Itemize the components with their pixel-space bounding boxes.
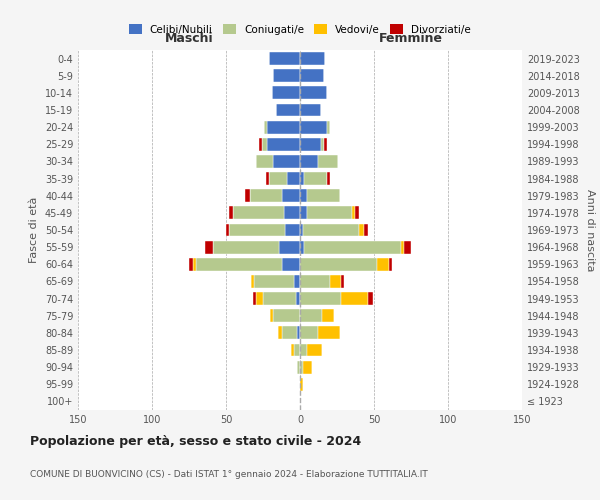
Bar bbox=[300, 206, 307, 220]
Bar bbox=[269, 52, 300, 65]
Bar bbox=[262, 138, 268, 150]
Bar bbox=[318, 326, 340, 340]
Bar bbox=[245, 190, 250, 202]
Bar bbox=[229, 224, 285, 236]
Bar bbox=[282, 326, 297, 340]
Bar bbox=[274, 310, 300, 322]
Bar bbox=[272, 86, 300, 100]
Text: Maschi: Maschi bbox=[164, 32, 214, 45]
Bar bbox=[294, 344, 300, 356]
Bar bbox=[229, 206, 233, 220]
Text: COMUNE DI BUONVICINO (CS) - Dati ISTAT 1° gennaio 2024 - Elaborazione TUTTITALIA: COMUNE DI BUONVICINO (CS) - Dati ISTAT 1… bbox=[30, 470, 428, 479]
Bar bbox=[193, 258, 196, 270]
Bar bbox=[300, 138, 321, 150]
Text: Popolazione per età, sesso e stato civile - 2024: Popolazione per età, sesso e stato civil… bbox=[30, 435, 361, 448]
Bar bbox=[250, 190, 282, 202]
Bar bbox=[296, 292, 300, 305]
Bar bbox=[297, 326, 300, 340]
Bar bbox=[329, 275, 341, 288]
Bar bbox=[364, 224, 368, 236]
Bar bbox=[300, 120, 326, 134]
Bar bbox=[300, 326, 318, 340]
Bar bbox=[300, 378, 303, 390]
Bar bbox=[341, 275, 344, 288]
Bar bbox=[326, 120, 329, 134]
Bar bbox=[300, 224, 303, 236]
Bar bbox=[322, 310, 334, 322]
Bar bbox=[303, 360, 312, 374]
Bar bbox=[297, 360, 300, 374]
Bar bbox=[321, 138, 323, 150]
Bar bbox=[282, 258, 300, 270]
Bar bbox=[300, 104, 321, 117]
Bar bbox=[401, 240, 404, 254]
Bar bbox=[287, 172, 300, 185]
Bar bbox=[269, 172, 287, 185]
Bar bbox=[404, 240, 411, 254]
Bar bbox=[271, 310, 274, 322]
Bar bbox=[196, 258, 282, 270]
Bar bbox=[359, 224, 364, 236]
Bar bbox=[277, 104, 300, 117]
Bar bbox=[300, 172, 304, 185]
Bar bbox=[300, 360, 303, 374]
Bar bbox=[300, 52, 325, 65]
Bar bbox=[285, 224, 300, 236]
Bar bbox=[259, 138, 262, 150]
Bar bbox=[251, 275, 254, 288]
Bar bbox=[300, 258, 377, 270]
Bar bbox=[300, 275, 329, 288]
Bar bbox=[300, 292, 341, 305]
Bar bbox=[304, 172, 326, 185]
Y-axis label: Anni di nascita: Anni di nascita bbox=[585, 188, 595, 271]
Bar bbox=[256, 155, 274, 168]
Bar bbox=[266, 172, 269, 185]
Bar bbox=[377, 258, 389, 270]
Bar bbox=[389, 258, 392, 270]
Bar bbox=[341, 292, 368, 305]
Bar bbox=[254, 275, 294, 288]
Bar bbox=[300, 240, 304, 254]
Bar bbox=[263, 292, 296, 305]
Bar bbox=[303, 224, 359, 236]
Bar bbox=[265, 120, 268, 134]
Text: Femmine: Femmine bbox=[379, 32, 443, 45]
Bar bbox=[282, 190, 300, 202]
Bar bbox=[300, 310, 322, 322]
Bar bbox=[355, 206, 359, 220]
Bar bbox=[291, 344, 294, 356]
Bar bbox=[300, 190, 307, 202]
Bar bbox=[318, 155, 338, 168]
Bar bbox=[300, 155, 318, 168]
Bar bbox=[278, 326, 282, 340]
Bar bbox=[274, 70, 300, 82]
Bar bbox=[205, 240, 212, 254]
Bar bbox=[307, 206, 352, 220]
Bar bbox=[284, 206, 300, 220]
Bar bbox=[279, 240, 300, 254]
Bar bbox=[294, 275, 300, 288]
Y-axis label: Fasce di età: Fasce di età bbox=[29, 197, 39, 263]
Bar bbox=[253, 292, 256, 305]
Legend: Celibi/Nubili, Coniugati/e, Vedovi/e, Divorziati/e: Celibi/Nubili, Coniugati/e, Vedovi/e, Di… bbox=[125, 20, 475, 39]
Bar bbox=[274, 155, 300, 168]
Bar bbox=[189, 258, 193, 270]
Bar bbox=[307, 190, 340, 202]
Bar bbox=[323, 138, 326, 150]
Bar bbox=[300, 70, 323, 82]
Bar bbox=[326, 172, 329, 185]
Bar bbox=[300, 86, 326, 100]
Bar bbox=[226, 224, 229, 236]
Bar bbox=[307, 344, 322, 356]
Bar bbox=[368, 292, 373, 305]
Bar bbox=[268, 120, 300, 134]
Bar bbox=[300, 344, 307, 356]
Bar bbox=[256, 292, 263, 305]
Bar bbox=[352, 206, 355, 220]
Bar bbox=[233, 206, 284, 220]
Bar bbox=[268, 138, 300, 150]
Bar bbox=[212, 240, 279, 254]
Bar bbox=[304, 240, 401, 254]
